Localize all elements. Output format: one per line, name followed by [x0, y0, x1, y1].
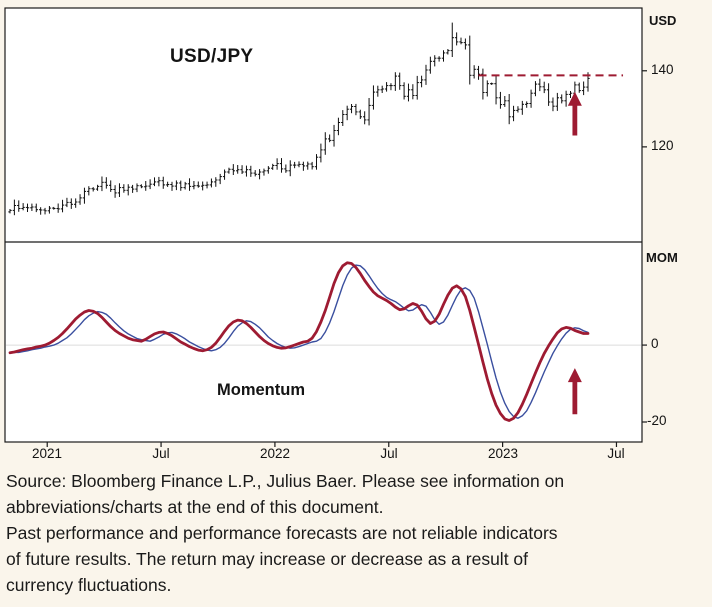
footer-source-line-2: abbreviations/charts at the end of this … [6, 497, 384, 517]
x-tick-label-2021: 2021 [31, 446, 63, 461]
x-tick-label-jul-2023: Jul [607, 446, 625, 461]
x-tick-label-2023: 2023 [487, 446, 519, 461]
momentum-tick-label-minus20: -20 [647, 413, 667, 428]
footer-text: Source: Bloomberg Finance L.P., Julius B… [6, 468, 710, 598]
x-tick-label-jul-2021: Jul [152, 446, 170, 461]
footer-source-line-1: Source: Bloomberg Finance L.P., Julius B… [6, 471, 565, 491]
x-tick-label-jul-2022: Jul [380, 446, 398, 461]
footer-disclaimer-line-3: currency fluctuations. [6, 575, 172, 595]
price-up-arrow [567, 91, 582, 136]
momentum-axis-unit-label: MOM [646, 250, 678, 265]
momentum-label: Momentum [217, 381, 305, 399]
momentum-signal-line [9, 264, 589, 419]
footer-disclaimer-line-2: of future results. The return may increa… [6, 549, 529, 569]
footer-disclaimer-line-1: Past performance and performance forecas… [6, 523, 558, 543]
x-tick-label-2022: 2022 [259, 446, 291, 461]
momentum-line [8, 261, 590, 422]
momentum-tick-label-0: 0 [651, 336, 659, 351]
plot-background [5, 8, 642, 442]
usdjpy-momentum-chart [4, 7, 647, 447]
plot-border [4, 7, 643, 443]
chart-title: USD/JPY [170, 46, 254, 67]
price-axis-unit-label: USD [649, 13, 677, 28]
momentum-up-arrow [567, 368, 582, 415]
price-tick-label-120: 120 [651, 138, 674, 153]
price-tick-label-140: 140 [651, 62, 674, 77]
